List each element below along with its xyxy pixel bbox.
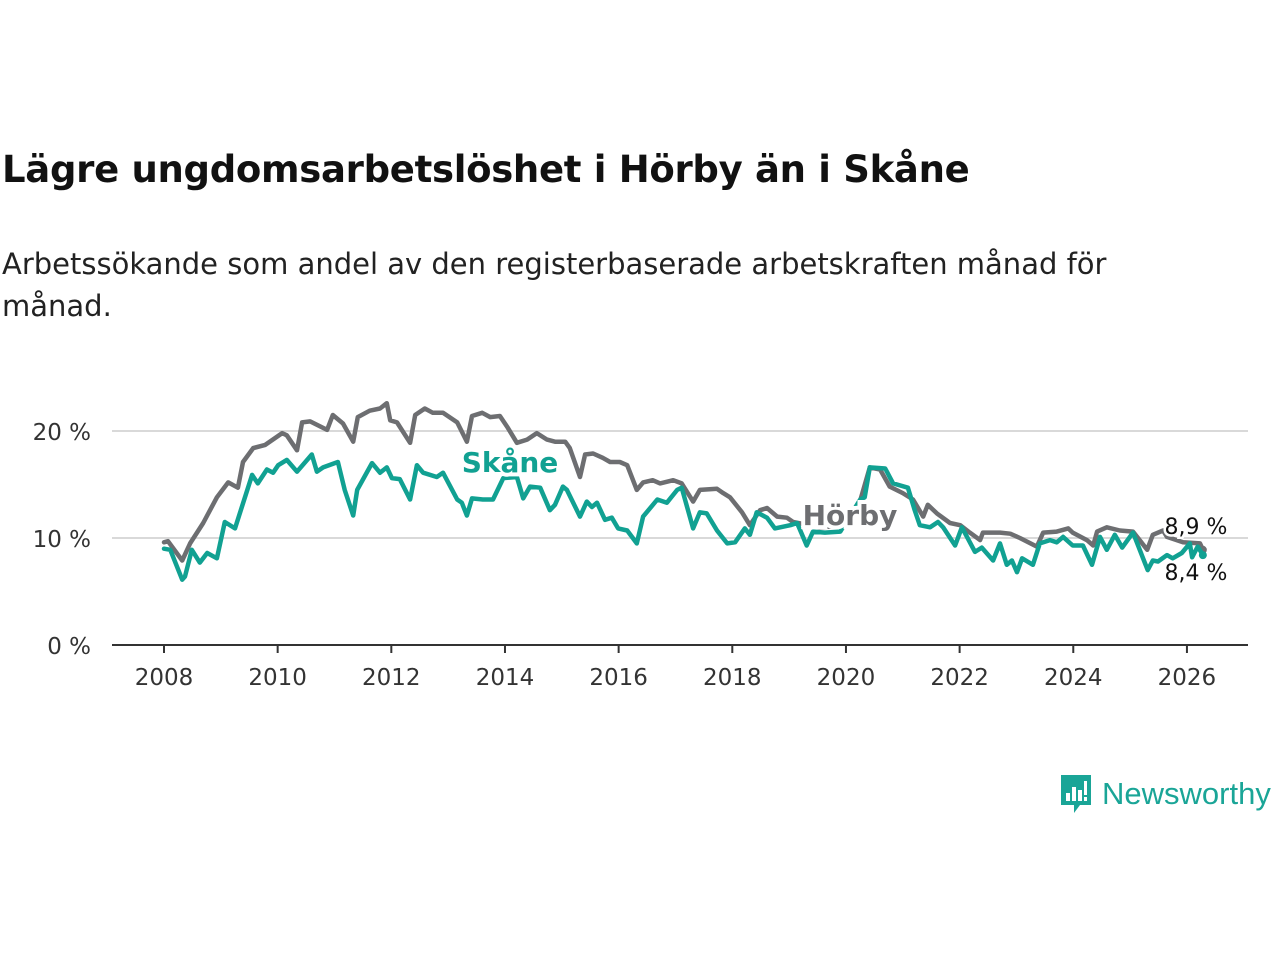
series-labels: 8,9 % 8,4 % Skåne Hörby xyxy=(458,442,1230,589)
series-line-hörby xyxy=(161,452,1206,582)
chart-title: Lägre ungdomsarbetslöshet i Hörby än i S… xyxy=(2,148,970,191)
x-tick-label: 2022 xyxy=(930,665,989,691)
x-tick-label: 2014 xyxy=(476,665,535,691)
chart-subtitle: Arbetssökande som andel av den registerb… xyxy=(2,247,1107,323)
series-line-skåne xyxy=(161,400,1206,563)
y-tick-label: 20 % xyxy=(33,420,91,446)
x-tick-label: 2008 xyxy=(135,665,194,691)
x-tick-label: 2016 xyxy=(589,665,648,691)
x-axis: 2008 2010 2012 2014 2016 2018 2020 2022 2024 2026 xyxy=(112,644,1248,691)
x-tick-label: 2018 xyxy=(703,665,762,691)
y-axis: 0 % 10 % 20 % xyxy=(33,420,91,660)
x-tick-label: 2010 xyxy=(248,665,307,691)
series-end-point xyxy=(1198,551,1207,560)
newsworthy-logo: Newsworthy xyxy=(1058,772,1271,816)
x-tick-label: 2024 xyxy=(1044,665,1103,691)
end-value-label: 8,9 % xyxy=(1165,515,1228,540)
x-tick-label: 2020 xyxy=(817,665,876,691)
series-lines xyxy=(161,400,1207,582)
x-tick-label: 2012 xyxy=(362,665,421,691)
x-tick-label: 2026 xyxy=(1158,665,1217,691)
y-tick-label: 0 % xyxy=(47,634,91,660)
y-tick-label: 10 % xyxy=(33,527,91,553)
end-value-label: 8,4 % xyxy=(1165,561,1228,586)
skåne-series-label: Hörby xyxy=(803,499,898,532)
newsworthy-logo-text: Newsworthy xyxy=(1102,776,1271,811)
hörby-series-label: Skåne xyxy=(462,446,559,479)
newsworthy-logo-icon xyxy=(1061,775,1091,813)
